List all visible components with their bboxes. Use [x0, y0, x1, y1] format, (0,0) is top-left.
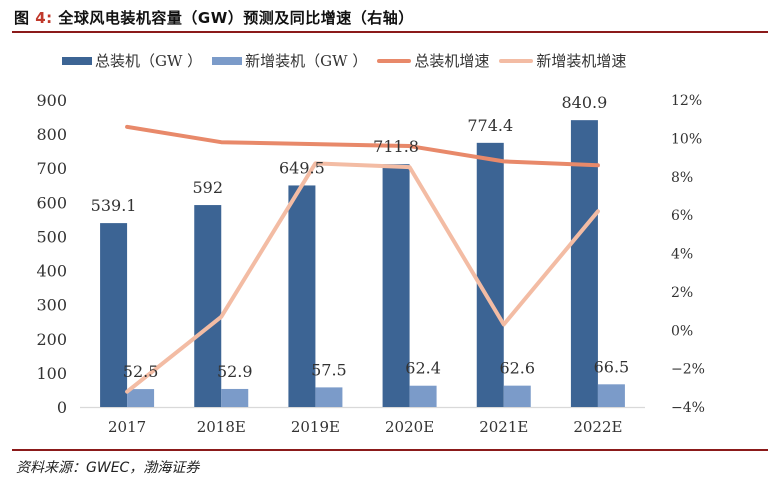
legend-label-total-bar: 总装机（GW ）	[95, 52, 203, 70]
legend-swatch-new-bar	[212, 56, 243, 65]
bar-new-installed	[127, 389, 155, 407]
bar-new-installed	[597, 384, 625, 407]
bar-total-installed	[476, 142, 504, 407]
data-label-new-installed: 52.9	[217, 362, 253, 381]
title-prefix: 图	[14, 9, 36, 27]
x-axis-tick-label: 2018E	[197, 418, 246, 436]
legend-swatch-new-growth	[499, 58, 534, 63]
right-axis-tick-label: −4%	[671, 400, 705, 416]
legend-item-new-growth: 新增装机增速	[499, 50, 626, 71]
legend-item-total-bar: 总装机（GW ）	[62, 50, 202, 71]
bar-total-installed	[288, 185, 316, 407]
left-axis-tick-label: 900	[36, 91, 67, 110]
legend-label-total-growth: 总装机增速	[414, 52, 490, 70]
data-label-total-installed: 711.8	[373, 137, 419, 156]
legend-label-new-bar: 新增装机（GW ）	[245, 52, 368, 70]
chart-legend: 总装机（GW ） 新增装机（GW ） 总装机增速 新增装机增速	[62, 50, 636, 71]
right-axis-tick-label: 4%	[671, 247, 693, 263]
bar-new-installed	[409, 385, 437, 407]
legend-swatch-total-growth	[377, 58, 412, 63]
data-label-total-installed: 840.9	[562, 93, 608, 112]
left-axis-tick-label: 700	[36, 159, 67, 178]
figure-title: 图 4: 全球风电装机容量（GW）预测及同比增速（右轴）	[14, 7, 414, 28]
x-axis-tick-label: 2019E	[291, 418, 340, 436]
legend-item-total-growth: 总装机增速	[377, 50, 489, 71]
bar-total-installed	[194, 205, 222, 407]
data-label-new-installed: 57.5	[311, 360, 347, 379]
left-axis-tick-label: 600	[36, 193, 67, 212]
x-axis-tick-label: 2021E	[479, 418, 528, 436]
data-label-total-installed: 592	[192, 178, 223, 197]
bar-new-installed	[221, 388, 249, 407]
title-number: 4:	[35, 9, 53, 27]
bars-group	[100, 120, 625, 407]
right-axis-tick-label: −2%	[671, 362, 705, 378]
bar-new-installed	[315, 387, 343, 407]
line-total-growth	[125, 124, 600, 168]
title-divider	[12, 31, 768, 33]
left-axis-tick-label: 400	[36, 262, 67, 281]
x-axis-tick-label: 2017	[108, 418, 146, 436]
left-axis-tick-label: 100	[36, 364, 67, 383]
legend-swatch-total-bar	[62, 56, 92, 65]
data-label-total-installed: 539.1	[91, 196, 137, 215]
title-text: 全球风电装机容量（GW）预测及同比增速（右轴）	[52, 9, 414, 27]
bar-total-installed	[570, 120, 598, 407]
right-axis-tick-label: 0%	[671, 323, 693, 339]
data-label-total-installed: 649.5	[279, 158, 325, 177]
legend-label-new-growth: 新增装机增速	[536, 52, 627, 70]
lines-group	[125, 124, 600, 394]
right-axis-tick-label: 2%	[671, 285, 693, 301]
data-label-new-installed: 62.4	[405, 359, 441, 378]
x-axis-tick-label: 2020E	[385, 418, 434, 436]
source-note: 资料来源：GWEC，渤海证券	[16, 460, 200, 476]
bar-labels-group: 539.1 52.5 592 52.9 649.5 57.5 711.8 62.4 774.4 6…	[91, 93, 630, 381]
chart-plot: 0 100 200 300 400 500 600 700 800 900 −4% −2% 0% 2% 4…	[36, 91, 705, 436]
left-axis-tick-label: 200	[36, 330, 67, 349]
left-axis-tick-label: 500	[36, 227, 67, 246]
left-axis-tick-label: 300	[36, 296, 67, 315]
left-axis-tick-label: 800	[36, 125, 67, 144]
source-divider	[12, 449, 768, 451]
right-axis-tick-label: 8%	[671, 170, 693, 186]
x-axis-tick-label: 2022E	[573, 418, 622, 436]
bar-total-installed	[100, 223, 128, 407]
legend-item-new-bar: 新增装机（GW ）	[212, 50, 367, 71]
right-axis-tick-label: 10%	[671, 131, 702, 147]
right-axis-tick-label: 6%	[671, 208, 693, 224]
x-axis-ticks: 2017 2018E 2019E 2020E 2021E 2022E	[108, 418, 622, 436]
data-label-new-installed: 52.5	[123, 362, 159, 381]
bar-total-installed	[382, 164, 410, 407]
bar-new-installed	[503, 385, 531, 407]
left-axis-tick-label: 0	[57, 398, 67, 417]
data-label-total-installed: 774.4	[467, 116, 513, 135]
right-axis-ticks: −4% −2% 0% 2% 4% 6% 8% 10% 12%	[671, 93, 705, 416]
data-label-new-installed: 66.5	[594, 357, 630, 376]
data-label-new-installed: 62.6	[499, 359, 535, 378]
left-axis-ticks: 0 100 200 300 400 500 600 700 800 900	[36, 91, 67, 417]
line-new-growth	[125, 161, 600, 394]
right-axis-tick-label: 12%	[671, 93, 702, 109]
